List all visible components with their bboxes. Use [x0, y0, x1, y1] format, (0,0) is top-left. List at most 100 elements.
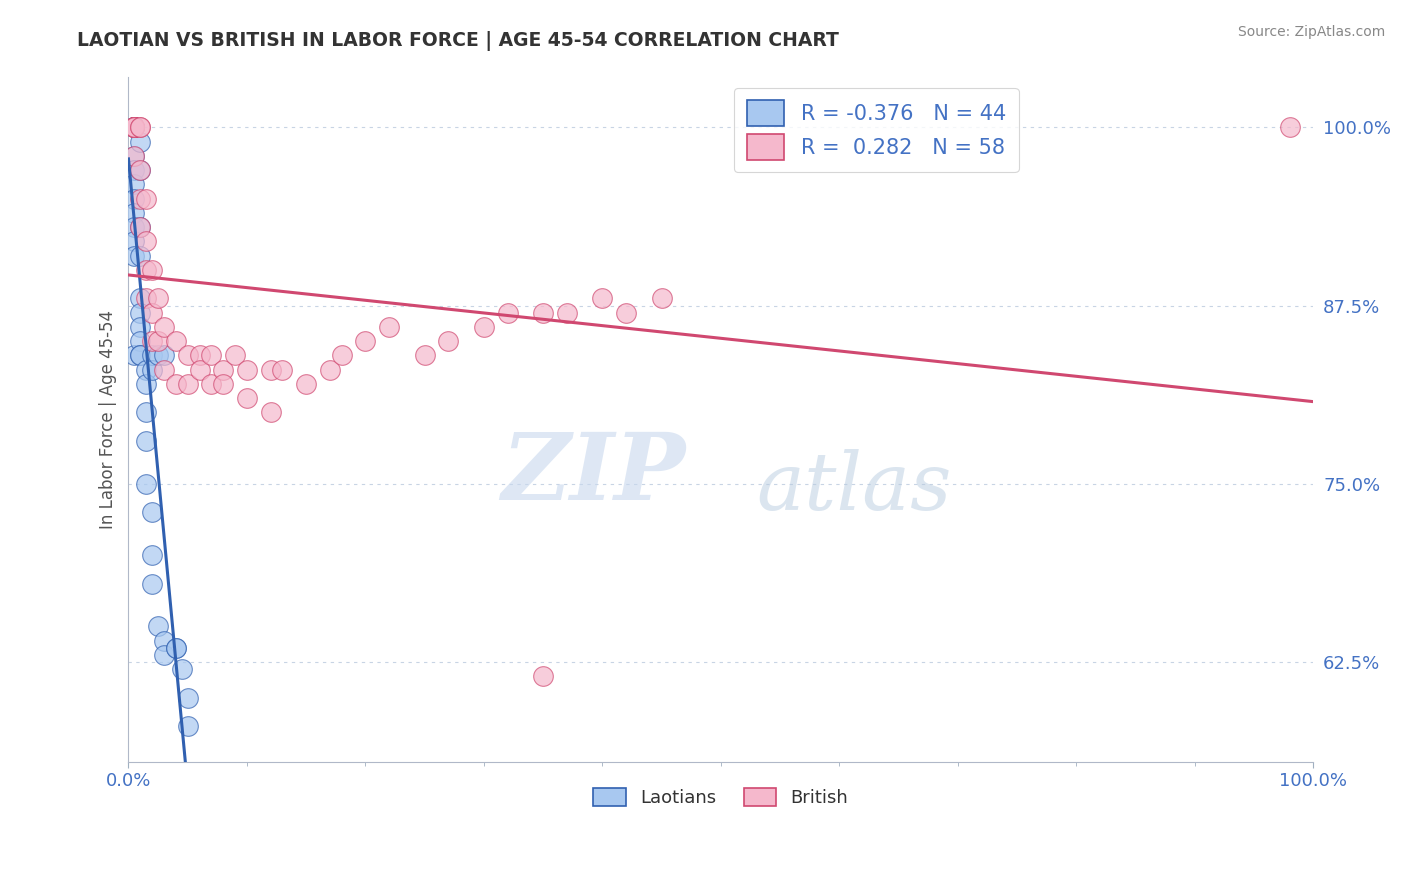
Point [141, 306, 163, 320]
Point [124, 120, 146, 135]
Point [124, 235, 146, 249]
Point [135, 434, 157, 448]
Point [188, 348, 211, 362]
Point [165, 640, 187, 655]
Point [124, 220, 146, 235]
Point [170, 662, 193, 676]
Point [413, 348, 436, 362]
Point [129, 334, 152, 349]
Point [146, 334, 169, 349]
Point [124, 120, 146, 135]
Point [135, 362, 157, 376]
Point [129, 163, 152, 178]
Point [146, 619, 169, 633]
Text: LAOTIAN VS BRITISH IN LABOR FORCE | AGE 45-54 CORRELATION CHART: LAOTIAN VS BRITISH IN LABOR FORCE | AGE … [77, 31, 839, 51]
Point [531, 669, 554, 683]
Point [129, 249, 152, 263]
Point [651, 292, 673, 306]
Point [212, 376, 235, 391]
Point [124, 163, 146, 178]
Text: atlas: atlas [756, 450, 952, 527]
Point [531, 306, 554, 320]
Point [141, 348, 163, 362]
Point [177, 376, 200, 391]
Point [165, 640, 187, 655]
Point [129, 120, 152, 135]
Point [135, 376, 157, 391]
Point [129, 348, 152, 362]
Point [141, 362, 163, 376]
Point [153, 648, 176, 662]
Point [124, 120, 146, 135]
Point [472, 320, 495, 334]
Point [354, 334, 377, 349]
Point [224, 348, 246, 362]
Point [124, 178, 146, 192]
Point [141, 576, 163, 591]
Point [437, 334, 460, 349]
Point [153, 633, 176, 648]
Point [124, 249, 146, 263]
Point [177, 348, 200, 362]
Point [124, 120, 146, 135]
Point [135, 192, 157, 206]
Point [236, 362, 259, 376]
Point [165, 334, 187, 349]
Point [124, 149, 146, 163]
Point [555, 306, 578, 320]
Point [295, 376, 318, 391]
Point [129, 120, 152, 135]
Point [129, 348, 152, 362]
Point [124, 120, 146, 135]
Point [129, 220, 152, 235]
Point [496, 306, 519, 320]
Point [141, 505, 163, 519]
Point [271, 362, 294, 376]
Point [129, 220, 152, 235]
Point [135, 476, 157, 491]
Point [129, 163, 152, 178]
Point [124, 348, 146, 362]
Text: Source: ZipAtlas.com: Source: ZipAtlas.com [1237, 25, 1385, 39]
Point [146, 348, 169, 362]
Point [259, 405, 281, 419]
Point [200, 348, 222, 362]
Point [124, 120, 146, 135]
Point [1278, 120, 1301, 135]
Point [330, 348, 353, 362]
Point [153, 362, 176, 376]
Point [141, 548, 163, 562]
Point [124, 120, 146, 135]
Point [259, 362, 281, 376]
Point [124, 192, 146, 206]
Legend: Laotians, British: Laotians, British [586, 780, 855, 814]
Point [124, 120, 146, 135]
Point [614, 306, 637, 320]
Point [319, 362, 342, 376]
Point [129, 135, 152, 149]
Y-axis label: In Labor Force | Age 45-54: In Labor Force | Age 45-54 [100, 310, 117, 529]
Point [124, 120, 146, 135]
Point [124, 149, 146, 163]
Point [165, 376, 187, 391]
Text: ZIP: ZIP [501, 429, 685, 519]
Point [141, 334, 163, 349]
Point [378, 320, 401, 334]
Point [124, 120, 146, 135]
Point [135, 292, 157, 306]
Point [591, 292, 613, 306]
Point [212, 362, 235, 376]
Point [177, 719, 200, 733]
Point [153, 348, 176, 362]
Point [146, 292, 169, 306]
Point [200, 376, 222, 391]
Point [135, 235, 157, 249]
Point [129, 192, 152, 206]
Point [188, 362, 211, 376]
Point [141, 263, 163, 277]
Point [153, 320, 176, 334]
Point [124, 206, 146, 220]
Point [124, 120, 146, 135]
Point [135, 405, 157, 419]
Point [124, 120, 146, 135]
